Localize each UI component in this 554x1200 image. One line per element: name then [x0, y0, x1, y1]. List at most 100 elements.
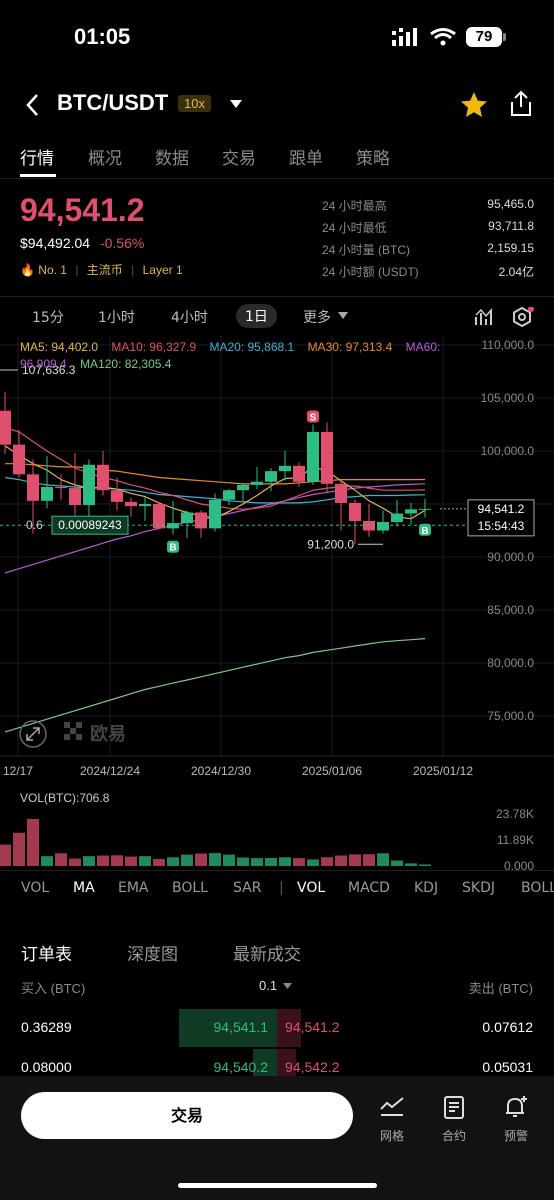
chart-canvas[interactable]: 110,000.0105,000.0100,000.095,000.090,00… — [0, 336, 554, 780]
last-price: 94,541.2 — [20, 192, 145, 228]
expand-chart-icon[interactable] — [19, 720, 47, 748]
price-subline: $94,492.04 -0.56% — [20, 235, 144, 251]
low-marker-label: 91,200.0 — [307, 537, 354, 551]
orderbook-row[interactable]: 0.36289 94,541.1 94,541.2 0.07612 — [0, 1009, 554, 1047]
tab-market[interactable]: 行情 — [20, 149, 54, 169]
candle-body — [265, 471, 277, 482]
ind-sub-vol[interactable]: VOL — [297, 880, 326, 896]
grid-button[interactable]: 网格 — [372, 1095, 412, 1144]
y-tick-label: 90,000.0 — [487, 550, 534, 564]
battery-indicator: 79 — [466, 27, 502, 47]
buy-header: 买入 (BTC) — [21, 981, 86, 996]
back-icon[interactable] — [24, 93, 40, 117]
candle-body — [111, 490, 123, 502]
volume-bar — [391, 860, 403, 866]
main-tabs: 行情 概况 数据 交易 跟单 策略 — [0, 144, 554, 178]
stat-24h-high: 24 小时最高 95,465.0 — [322, 197, 534, 213]
candle-body — [195, 512, 207, 529]
candlestick-chart[interactable]: 110,000.0105,000.0100,000.095,000.090,00… — [0, 336, 554, 780]
volume-label: VOL(BTC):706.8 — [20, 791, 110, 805]
divider — [0, 870, 554, 871]
price-step-select[interactable]: 0.1 — [259, 978, 292, 993]
pair-title[interactable]: BTC/USDT — [57, 90, 169, 115]
expand-arrows — [26, 727, 40, 741]
ind-sub-boll[interactable]: BOLL — [521, 880, 554, 896]
ind-kdj[interactable]: KDJ — [414, 880, 439, 896]
tab-depth[interactable]: 深度图 — [127, 945, 178, 965]
ind-boll[interactable]: BOLL — [172, 880, 208, 896]
indicator-chart-icon[interactable] — [474, 307, 494, 327]
share-icon[interactable] — [508, 90, 534, 118]
candle-body — [321, 431, 333, 484]
volume-y-tick: 0.000 — [504, 859, 534, 870]
grid-icon — [380, 1097, 404, 1116]
y-tick-label: 85,000.0 — [487, 603, 534, 617]
high-marker-label: 107,636.3 — [22, 363, 76, 377]
contract-button[interactable]: 合约 — [434, 1095, 474, 1144]
layer-tag[interactable]: Layer 1 — [142, 263, 183, 277]
volume-bar — [237, 857, 249, 866]
x-tick-label: 2024/12/24 — [80, 764, 140, 778]
favorite-star-icon[interactable] — [460, 91, 488, 119]
watermark-text: 欧易 — [90, 723, 126, 745]
volume-bar — [83, 856, 95, 866]
tab-overview[interactable]: 概况 — [88, 149, 122, 169]
ind-macd[interactable]: MACD — [348, 880, 390, 896]
price-change: -0.56% — [99, 235, 145, 251]
tab-strategy[interactable]: 策略 — [356, 149, 390, 169]
ma10-label: MA10: 96,327.9 — [111, 340, 197, 354]
stat-24h-turnover: 24 小时额 (USDT) 2.04亿 — [322, 265, 534, 279]
tf-more[interactable]: 更多 — [303, 310, 331, 326]
leverage-badge: 10x — [178, 95, 211, 112]
ind-ma[interactable]: MA — [73, 880, 95, 896]
x-tick-label: 2024/12/30 — [191, 764, 251, 778]
volume-bar — [251, 858, 263, 866]
alert-button[interactable]: 预警 — [496, 1095, 536, 1144]
tab-copy-trading[interactable]: 跟单 — [289, 149, 323, 169]
alert-label: 预警 — [503, 1129, 528, 1143]
logo-square — [64, 722, 70, 728]
candle-body — [55, 487, 67, 489]
tf-1d[interactable]: 1日 — [236, 304, 277, 328]
caret-down-icon[interactable] — [229, 99, 243, 109]
volume-bar — [265, 857, 277, 866]
volume-bar — [153, 859, 165, 866]
ask-price: 94,542.2 — [285, 1059, 340, 1075]
tab-data[interactable]: 数据 — [155, 149, 189, 169]
ind-ema[interactable]: EMA — [118, 880, 149, 896]
more-caret-icon — [338, 312, 348, 319]
candle-body — [419, 508, 431, 510]
logo-square — [64, 734, 70, 740]
ind-skdj[interactable]: SKDJ — [462, 880, 495, 896]
volume-chart[interactable]: VOL(BTC):706.8 23.78K 11.89K 0.000 — [0, 786, 554, 873]
volume-bar — [209, 853, 221, 866]
tf-15m[interactable]: 15分 — [32, 310, 64, 326]
tf-4h[interactable]: 4小时 — [171, 310, 208, 326]
volume-bar — [419, 864, 431, 866]
x-tick-label: 2025/01/06 — [302, 764, 362, 778]
ask-depth-bar — [277, 1049, 297, 1079]
ind-vol[interactable]: VOL — [21, 880, 50, 896]
orderbook-row[interactable]: 0.08000 94,540.2 94,542.2 0.05031 — [0, 1049, 554, 1079]
tab-latest-trades[interactable]: 最新成交 — [233, 945, 301, 965]
ma-legend: MA5: 94,402.0 MA10: 96,327.9 MA20: 95,86… — [0, 340, 440, 372]
tab-orderbook[interactable]: 订单表 — [21, 945, 72, 965]
stat-24h-low: 24 小时最低 93,711.8 — [322, 219, 534, 235]
tf-1h[interactable]: 1小时 — [98, 310, 135, 326]
volume-bar — [377, 853, 389, 866]
volume-bar — [279, 857, 291, 866]
trade-button[interactable]: 交易 — [21, 1092, 353, 1139]
ind-sar[interactable]: SAR — [233, 880, 262, 896]
tab-trade[interactable]: 交易 — [222, 149, 256, 169]
chart-settings-icon[interactable] — [512, 307, 534, 327]
position-ratio: 0.6 — [26, 518, 43, 532]
candle-body — [125, 501, 137, 507]
ind-divider: | — [279, 880, 284, 896]
candle-body — [363, 520, 375, 531]
y-tick-label: 80,000.0 — [487, 656, 534, 670]
category-tag[interactable]: 主流币 — [86, 263, 123, 277]
rank-tag[interactable]: No. 1 — [38, 263, 67, 277]
volume-bar — [97, 855, 109, 866]
buy-quantity: 0.36289 — [21, 1019, 72, 1035]
buy-marker — [167, 540, 179, 553]
